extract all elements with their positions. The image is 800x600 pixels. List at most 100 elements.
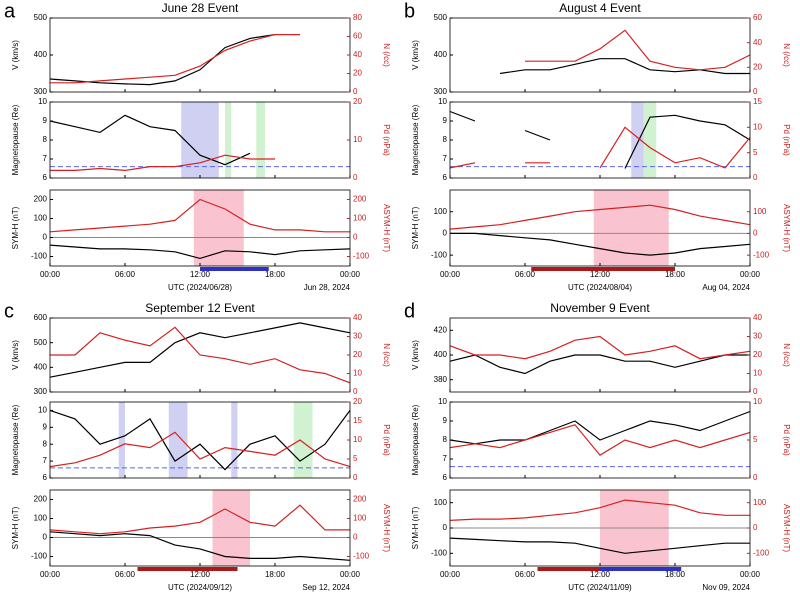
- series-line: [49, 198, 350, 233]
- y-tick-label: 0: [443, 229, 448, 238]
- y-tick-label: 100: [434, 207, 448, 216]
- y-tick-label: 9: [443, 416, 448, 425]
- y2-axis-label: ASYM-H (nT): [382, 504, 391, 552]
- y2-tick-label: 100: [353, 214, 367, 223]
- y2-tick-label: 10: [353, 369, 362, 378]
- y2-tick-label: -100: [353, 252, 370, 261]
- plot-frame: [49, 489, 351, 567]
- x-tick-label: 00:00: [740, 570, 761, 579]
- y2-axis-label: ASYM-H (nT): [782, 204, 791, 252]
- y2-tick-label: 0: [753, 229, 758, 238]
- y-axis-label: SYM-H (nT): [11, 506, 20, 549]
- panel-letter: a: [4, 0, 16, 22]
- y-axis-label: SYM-H (nT): [11, 206, 20, 249]
- panel-title: November 9 Event: [550, 301, 650, 315]
- y2-tick-label: 20: [353, 397, 362, 406]
- y-tick-label: 9: [43, 422, 48, 431]
- date-label: Aug 04, 2024: [702, 283, 750, 292]
- y-tick-label: 9: [43, 116, 48, 125]
- y2-tick-label: 15: [753, 97, 762, 106]
- series-line: [449, 410, 751, 445]
- y-tick-label: 10: [438, 97, 447, 106]
- series-line: [449, 110, 751, 169]
- y2-tick-label: 20: [353, 350, 362, 359]
- y-axis-label: SYM-H (nT): [411, 506, 420, 549]
- highlight-band: [631, 102, 644, 178]
- y2-axis-label: ASYM-H (nT): [382, 204, 391, 252]
- y2-tick-label: 0: [753, 473, 758, 482]
- highlight-band: [643, 102, 657, 178]
- series-line: [49, 431, 351, 468]
- x-tick-label: 00:00: [340, 270, 361, 279]
- series-line: [49, 409, 351, 471]
- y-axis-label: Magnetopause (Re): [411, 404, 420, 475]
- highlight-band: [193, 190, 244, 266]
- y-tick-label: 400: [434, 350, 448, 359]
- y2-tick-label: 0: [753, 387, 758, 396]
- y-tick-label: 10: [38, 406, 47, 415]
- x-tick-label: 00:00: [40, 270, 61, 279]
- y2-tick-label: 60: [753, 13, 762, 22]
- x-tick-label: 12:00: [590, 270, 611, 279]
- series-line: [449, 354, 750, 375]
- panel-title: June 28 Event: [162, 1, 239, 15]
- series-line: [499, 58, 750, 75]
- y-tick-label: 400: [434, 50, 448, 59]
- y2-tick-label: 20: [353, 97, 362, 106]
- x-tick-label: 18:00: [665, 570, 686, 579]
- y2-tick-label: 0: [753, 87, 758, 96]
- series-line: [449, 537, 750, 554]
- y2-tick-label: 20: [753, 350, 762, 359]
- y-tick-label: 7: [43, 154, 48, 163]
- y2-tick-label: 10: [353, 135, 362, 144]
- y2-tick-label: 10: [753, 369, 762, 378]
- y-tick-label: -100: [431, 250, 448, 259]
- x-tick-label: 18:00: [265, 570, 286, 579]
- y-axis-label: V (km/s): [11, 340, 20, 370]
- y-tick-label: 400: [34, 362, 48, 371]
- y-tick-label: 7: [443, 454, 448, 463]
- y2-tick-label: 40: [753, 38, 762, 47]
- series-line: [449, 335, 751, 360]
- highlight-band: [118, 402, 125, 478]
- y-tick-label: 6: [43, 473, 48, 482]
- y2-tick-label: 200: [353, 195, 367, 204]
- x-tick-label: 00:00: [440, 570, 461, 579]
- y-tick-label: 500: [34, 338, 48, 347]
- y-axis-label: V (km/s): [411, 340, 420, 370]
- y-tick-label: 300: [434, 87, 448, 96]
- y2-tick-label: 200: [353, 495, 367, 504]
- y2-tick-label: 60: [353, 32, 362, 41]
- x-tick-label: 00:00: [40, 570, 61, 579]
- y-tick-label: 8: [443, 435, 448, 444]
- y-tick-label: 380: [434, 375, 448, 384]
- panel-title: September 12 Event: [145, 301, 255, 315]
- y2-axis-label: Pd (nPa): [782, 424, 791, 456]
- y-axis-label: V (km/s): [11, 40, 20, 70]
- y2-tick-label: 40: [353, 313, 362, 322]
- y2-tick-label: 80: [353, 13, 362, 22]
- x-tick-label: 00:00: [440, 270, 461, 279]
- y-tick-label: 100: [434, 498, 448, 507]
- series-line: [49, 504, 350, 535]
- x-tick-label: 12:00: [190, 270, 211, 279]
- y2-tick-label: 40: [753, 313, 762, 322]
- y2-tick-label: 100: [753, 498, 767, 507]
- panel-title: August 4 Event: [559, 1, 641, 15]
- time-bar: [600, 567, 682, 571]
- date-label: Nov 09, 2024: [702, 583, 750, 592]
- date-label: Jun 28, 2024: [304, 283, 351, 292]
- x-tick-label: 12:00: [590, 570, 611, 579]
- y-tick-label: 200: [34, 195, 48, 204]
- x-axis-label: UTC (2024/09/12): [168, 583, 232, 592]
- y2-axis-label: N (/cc): [382, 43, 391, 67]
- y2-tick-label: 0: [353, 533, 358, 542]
- highlight-band: [256, 102, 265, 178]
- y-tick-label: 6: [443, 173, 448, 182]
- y2-tick-label: 20: [753, 62, 762, 71]
- series-line: [49, 244, 351, 260]
- series-line: [450, 232, 751, 256]
- y2-axis-label: Pd (nPa): [382, 124, 391, 156]
- y2-axis-label: ASYM-H (nT): [782, 504, 791, 552]
